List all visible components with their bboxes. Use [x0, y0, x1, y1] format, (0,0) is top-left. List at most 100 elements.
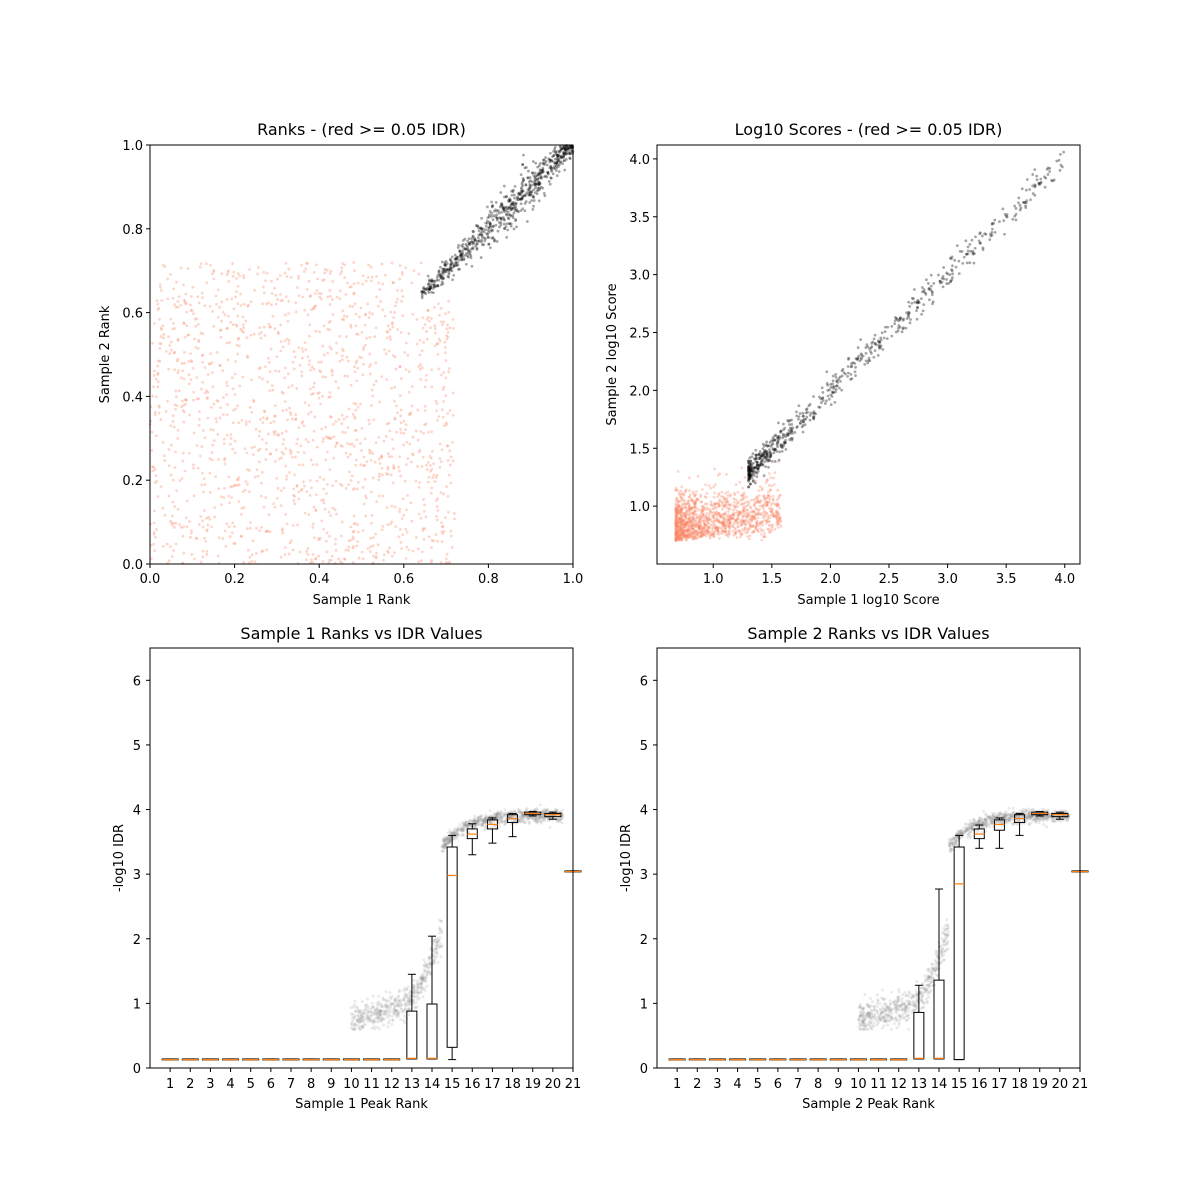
low-confidence-point — [419, 261, 423, 265]
high-confidence-point — [516, 209, 520, 213]
high-confidence-point — [1013, 204, 1017, 208]
high-confidence-point — [502, 222, 506, 226]
low-confidence-point — [771, 511, 774, 515]
low-confidence-point — [246, 548, 250, 552]
low-confidence-point — [703, 523, 707, 527]
high-confidence-point — [846, 374, 850, 378]
high-confidence-point — [990, 233, 994, 237]
low-confidence-point — [261, 302, 264, 306]
low-confidence-point — [316, 392, 320, 395]
low-confidence-point — [430, 430, 434, 434]
low-confidence-point — [449, 529, 453, 533]
low-confidence-point — [259, 336, 263, 340]
low-confidence-point — [183, 302, 187, 305]
high-confidence-point — [433, 285, 437, 289]
low-confidence-point — [420, 366, 424, 370]
low-confidence-point — [690, 515, 694, 519]
low-confidence-point — [312, 271, 316, 274]
low-confidence-point — [283, 271, 287, 275]
low-confidence-point — [398, 365, 402, 368]
low-confidence-point — [389, 473, 393, 477]
low-confidence-point — [297, 277, 301, 280]
high-confidence-point — [461, 243, 465, 246]
low-confidence-point — [417, 485, 421, 489]
low-confidence-point — [398, 394, 402, 397]
low-confidence-point — [693, 531, 697, 535]
low-confidence-point — [440, 540, 444, 544]
low-confidence-point — [242, 506, 246, 509]
low-confidence-point — [262, 409, 266, 413]
high-confidence-point — [541, 169, 545, 173]
low-confidence-point — [323, 271, 327, 275]
low-confidence-point — [361, 282, 365, 286]
low-confidence-point — [202, 509, 206, 512]
low-confidence-point — [340, 484, 344, 487]
high-confidence-point — [524, 183, 528, 186]
low-confidence-point — [716, 473, 720, 477]
low-confidence-point — [341, 430, 345, 434]
low-confidence-point — [718, 532, 722, 536]
low-confidence-point — [417, 512, 421, 516]
low-confidence-point — [193, 557, 196, 561]
low-confidence-point — [310, 308, 313, 312]
low-confidence-point — [724, 530, 728, 534]
high-confidence-point — [540, 171, 544, 174]
low-confidence-point — [354, 312, 358, 316]
low-confidence-point — [312, 505, 316, 509]
low-confidence-point — [761, 523, 765, 527]
high-confidence-point — [980, 234, 984, 238]
low-confidence-point — [732, 533, 736, 537]
low-confidence-point — [402, 513, 406, 517]
low-confidence-point — [227, 280, 231, 283]
low-confidence-point — [771, 498, 775, 502]
low-confidence-point — [280, 390, 284, 394]
low-confidence-point — [344, 451, 348, 455]
high-confidence-point — [958, 249, 962, 253]
high-confidence-point — [560, 155, 564, 159]
high-confidence-point — [530, 190, 533, 194]
low-confidence-point — [768, 489, 772, 492]
low-confidence-point — [285, 477, 288, 481]
low-confidence-point — [225, 393, 228, 397]
high-confidence-point — [490, 204, 494, 208]
low-confidence-point — [308, 334, 311, 338]
high-confidence-point — [1014, 218, 1018, 222]
low-confidence-point — [776, 518, 779, 522]
high-confidence-point — [502, 208, 506, 212]
low-confidence-point — [272, 430, 276, 434]
high-confidence-point — [478, 226, 482, 230]
low-confidence-point — [386, 468, 390, 471]
low-confidence-point — [366, 547, 370, 550]
high-confidence-point — [479, 227, 483, 230]
low-confidence-point — [356, 366, 360, 370]
high-confidence-point — [541, 186, 545, 190]
low-confidence-point — [369, 545, 373, 549]
high-confidence-point — [542, 162, 545, 166]
low-confidence-point — [444, 557, 448, 561]
low-confidence-point — [282, 486, 286, 490]
low-confidence-point — [695, 506, 699, 510]
low-confidence-point — [294, 310, 298, 314]
low-confidence-point — [427, 475, 431, 479]
low-confidence-point — [183, 298, 186, 302]
low-confidence-point — [178, 523, 181, 526]
low-confidence-point — [196, 322, 200, 326]
low-confidence-point — [293, 355, 297, 359]
high-confidence-point — [518, 197, 522, 201]
high-confidence-point — [762, 453, 766, 457]
low-confidence-point — [283, 400, 287, 404]
low-confidence-point — [226, 269, 230, 273]
low-confidence-point — [201, 380, 205, 384]
low-confidence-point — [273, 327, 277, 330]
low-confidence-point — [674, 507, 678, 511]
low-confidence-point — [393, 551, 396, 555]
high-confidence-point — [471, 234, 475, 238]
low-confidence-point — [708, 517, 712, 521]
low-confidence-point — [295, 387, 299, 390]
high-confidence-point — [809, 411, 813, 415]
high-confidence-point — [471, 246, 475, 250]
low-confidence-point — [247, 561, 251, 565]
high-confidence-point — [533, 191, 537, 195]
low-confidence-point — [428, 464, 432, 467]
